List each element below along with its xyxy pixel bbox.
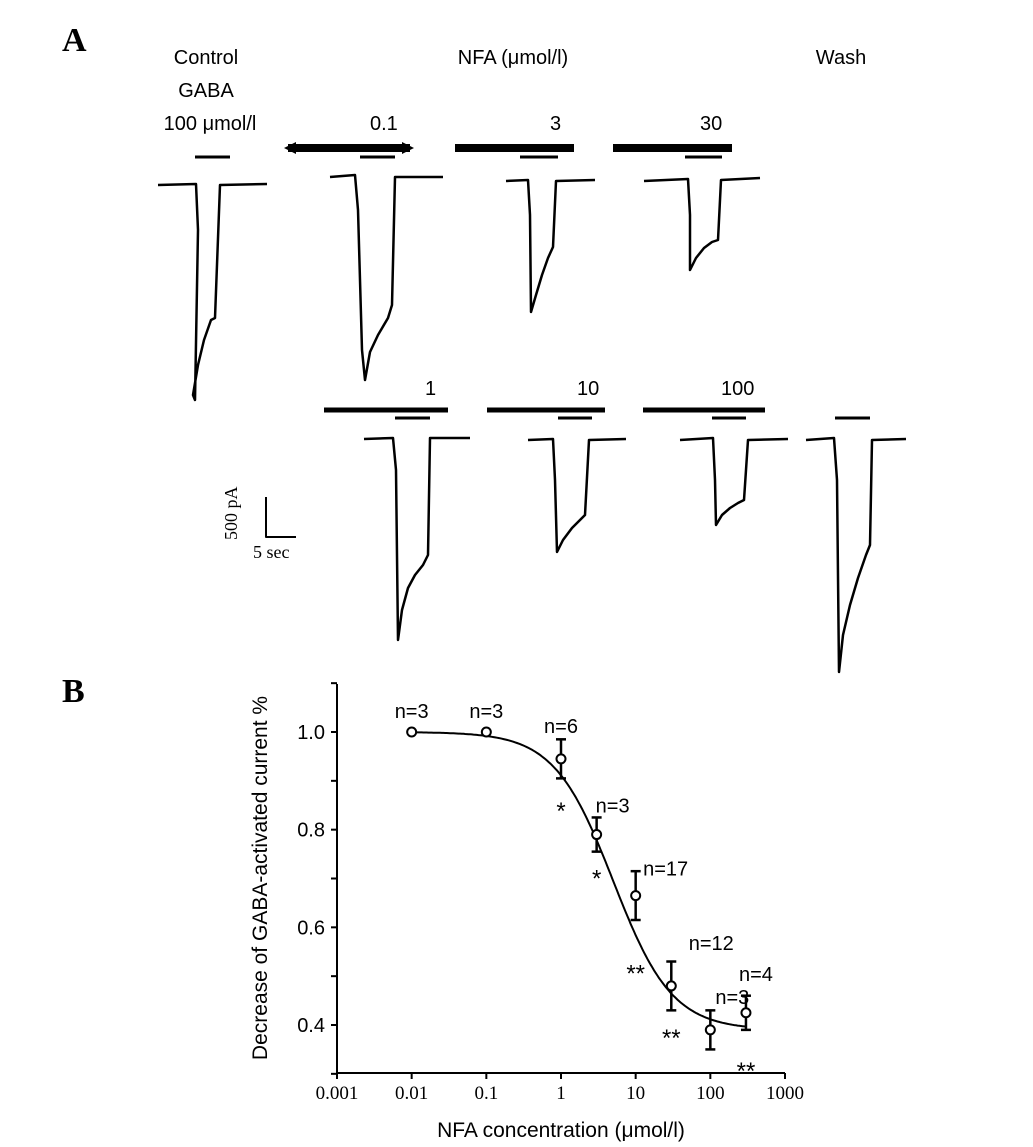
x-tick-label: 1000 <box>766 1083 804 1104</box>
gaba-concentration-label: 100 μmol/l <box>163 113 257 135</box>
nfa-bar-0-1-arrow <box>284 142 296 154</box>
trace-wash <box>805 436 907 674</box>
dose-label-3: 3 <box>550 113 562 135</box>
x-tick-label: 0.001 <box>316 1083 359 1104</box>
y-tick-label: 1.0 <box>297 722 325 744</box>
data-point <box>740 1007 752 1019</box>
n-label: n=3 <box>715 987 749 1009</box>
data-point <box>555 753 567 765</box>
data-point <box>480 726 492 738</box>
data-point <box>406 726 418 738</box>
y-tick-label: 0.4 <box>297 1015 325 1037</box>
nfa-bar-0-1-arrow-right <box>402 142 414 154</box>
x-tick-label: 0.01 <box>395 1083 428 1104</box>
x-tick-label: 0.1 <box>474 1083 498 1104</box>
current-traces <box>157 142 907 674</box>
data-point <box>704 1024 716 1036</box>
x-tick-label: 1 <box>556 1083 566 1104</box>
n-label: n=6 <box>544 716 578 738</box>
trace-control <box>157 182 268 402</box>
dose-label-0-1: 0.1 <box>370 113 398 135</box>
dose-label-1: 1 <box>425 378 437 400</box>
y-tick-label: 0.8 <box>297 820 325 842</box>
data-point <box>630 890 642 902</box>
trace-nfa-30 <box>643 176 761 272</box>
control-label: Control <box>173 47 239 69</box>
significance-label: * <box>592 866 601 893</box>
trace-nfa-0-1 <box>329 173 443 382</box>
scale-x-label: 5 sec <box>253 542 290 562</box>
significance-label: * <box>556 798 565 825</box>
gaba-label: GABA <box>178 80 234 102</box>
data-point <box>591 829 603 841</box>
trace-nfa-1 <box>363 436 470 642</box>
data-point <box>665 980 677 992</box>
x-axis-title: NFA concentration (μmol/l) <box>437 1119 685 1142</box>
dose-label-100: 100 <box>721 378 755 400</box>
trace-nfa-100 <box>679 436 789 527</box>
n-label: n=4 <box>739 964 773 986</box>
n-label: n=12 <box>689 933 734 955</box>
scale-bar <box>265 497 296 538</box>
wash-label: Wash <box>815 47 867 69</box>
n-label: n=3 <box>596 796 630 818</box>
n-label: n=3 <box>469 701 503 723</box>
trace-nfa-10 <box>527 437 627 554</box>
nfa-header-label: NFA (μmol/l) <box>457 47 569 69</box>
significance-label: ** <box>737 1058 756 1085</box>
n-label: n=17 <box>643 859 688 881</box>
panel-b-letter: B <box>62 673 85 710</box>
y-tick-label: 0.6 <box>297 917 325 939</box>
significance-label: ** <box>662 1025 681 1052</box>
y-axis-title: Decrease of GABA-activated current % <box>249 696 272 1060</box>
dose-label-10: 10 <box>577 378 600 400</box>
x-tick-label: 100 <box>696 1083 725 1104</box>
panel-a-letter: A <box>62 22 87 59</box>
n-label: n=3 <box>395 701 429 723</box>
trace-nfa-3 <box>505 178 596 314</box>
x-tick-label: 10 <box>626 1083 645 1104</box>
significance-label: ** <box>626 961 645 988</box>
fit-curve <box>411 731 747 1028</box>
dose-label-30: 30 <box>700 113 723 135</box>
